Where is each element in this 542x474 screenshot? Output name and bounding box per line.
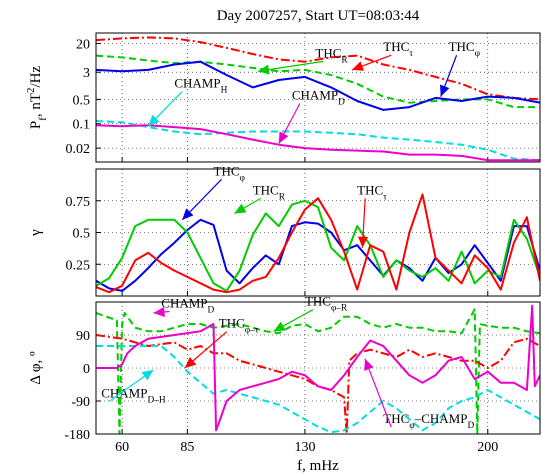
y-tick-label: 0.75 — [66, 195, 91, 210]
series-group — [96, 36, 540, 162]
series-line — [96, 193, 540, 294]
annotation-arrow-head — [273, 321, 286, 332]
annotation-arrow-head — [358, 236, 369, 248]
series-group — [96, 193, 540, 294]
axes-frame — [95, 168, 541, 297]
annotation-arrow-head — [351, 61, 365, 71]
x-axis-label: f, mHz — [297, 458, 339, 474]
series-line — [96, 304, 540, 432]
y-tick-label: 0.02 — [66, 142, 91, 157]
series-line — [96, 345, 540, 434]
annotation-label: CHAMPH — [174, 75, 227, 95]
annotation-label: THCτ — [357, 182, 387, 202]
axes-frame — [95, 32, 541, 163]
y-tick-label: 90 — [76, 329, 90, 344]
annotation-arrow-line — [257, 60, 324, 72]
annotation-arrow-head — [184, 357, 197, 368]
y-tick-label: -90 — [71, 395, 90, 410]
annotation-label: THCφ — [449, 39, 481, 59]
y-tick-label: 0.25 — [66, 258, 91, 273]
y-tick-label: 0.5 — [73, 93, 91, 108]
axes-frame — [95, 301, 541, 435]
annotation-arrow-head — [278, 131, 289, 144]
annotation-arrow-head — [153, 306, 165, 317]
annotation-arrow-head — [364, 358, 374, 371]
series-line — [96, 120, 540, 162]
series-line — [96, 60, 540, 111]
x-tick-label: 130 — [294, 440, 315, 455]
annotation-label: CHAMPD–H — [101, 385, 166, 405]
x-tick-label: 60 — [115, 440, 129, 455]
y-axis-label: γ — [28, 229, 44, 237]
annotation-label: CHAMPD — [292, 87, 345, 107]
series-group — [96, 304, 540, 434]
annotation-arrow-head — [182, 208, 194, 220]
annotation-arrow-line — [364, 358, 392, 428]
annotation-arrow-head — [234, 203, 247, 214]
annotation-label: THCφ–τ — [219, 316, 259, 336]
series-line — [96, 308, 540, 434]
y-tick-label: 0.5 — [73, 227, 91, 242]
annotation-arrow-head — [440, 84, 450, 97]
series-line — [96, 334, 540, 434]
annotation-label: THCR — [315, 45, 348, 65]
y-tick-label: 20 — [76, 37, 90, 52]
y-axis-label: Δ φ, º — [28, 351, 44, 385]
annotation-label: THCR — [253, 182, 286, 202]
x-tick-label: 85 — [180, 440, 194, 455]
y-tick-label: 0.1 — [73, 118, 91, 133]
series-line — [96, 124, 540, 162]
annotation-label: THCτ — [383, 39, 413, 59]
series-line — [96, 36, 540, 101]
series-line — [96, 199, 540, 292]
annotation-arrow-head — [141, 369, 154, 381]
chart-title: Day 2007257, Start UT=08:03:44 — [217, 8, 420, 24]
y-tick-label: 0 — [83, 362, 90, 377]
annotation-arrow-head — [148, 114, 160, 127]
annotation-label: THCφ–R — [305, 294, 348, 314]
annotation-label: THCφ–CHAMPD — [383, 411, 474, 431]
y-tick-label: -180 — [64, 428, 90, 443]
y-axis-label: Pf, nT2/Hz — [25, 65, 49, 129]
panel-2: 0.75 0.5 0.25 THCφ THCR THCτ γ — [28, 163, 541, 297]
panel-1: 20 3 0.5 0.1 0.02 THCR THCτ THCφ CHAMPH CHAMPD Pf,… — [25, 32, 541, 163]
annotation-label: CHAMPD — [161, 296, 214, 316]
series-line — [96, 218, 540, 292]
y-tick-label: 3 — [83, 66, 90, 81]
annotation-label: THCφ — [214, 163, 246, 183]
x-tick-label: 200 — [477, 440, 498, 455]
annotation-arrow-head — [257, 64, 270, 75]
